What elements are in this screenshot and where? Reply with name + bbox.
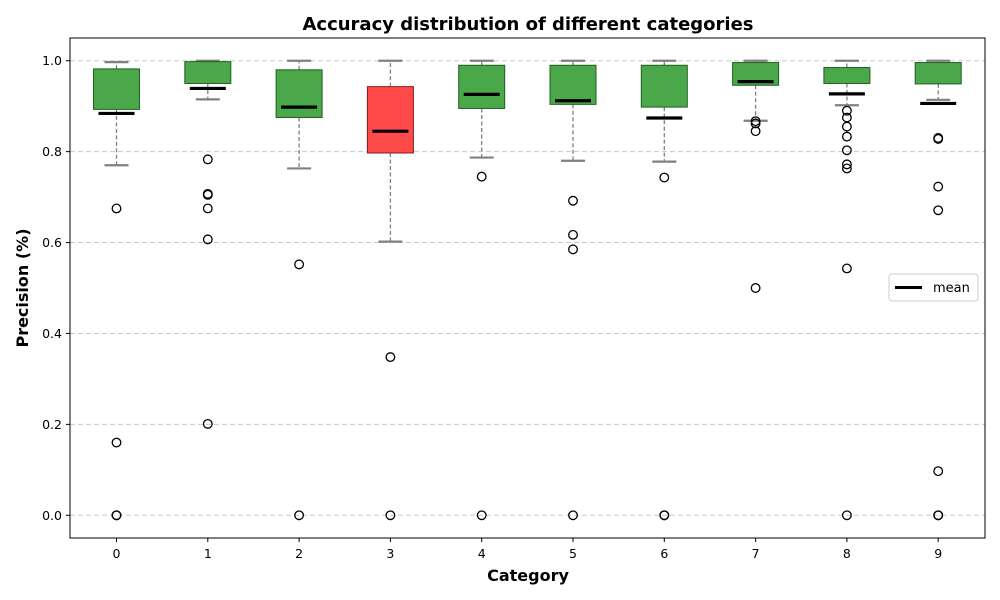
y-tick-label: 0.2 (42, 417, 62, 432)
outlier-point (476, 171, 487, 182)
outlier-point (933, 181, 944, 192)
outlier-point (294, 510, 305, 521)
box-layer (93, 59, 962, 521)
outlier-point (111, 437, 122, 448)
outlier-point (933, 205, 944, 216)
box-group-9 (914, 59, 962, 521)
y-axis-label: Precision (%) (13, 228, 32, 347)
legend-mean-label: mean (933, 281, 970, 296)
box (458, 64, 506, 109)
grid-layer (70, 60, 985, 516)
x-tick-label: 4 (478, 546, 486, 561)
legend-frame (888, 273, 979, 302)
outlier-point (294, 259, 305, 270)
box-group-6 (640, 59, 688, 521)
plot-frame (69, 37, 986, 539)
x-tick-label: 8 (843, 546, 851, 561)
x-tick-label: 7 (752, 546, 760, 561)
box (549, 64, 597, 105)
outlier-point (933, 510, 944, 521)
y-tick-label: 0.4 (42, 326, 62, 341)
box (823, 67, 871, 84)
box-highlighted (366, 86, 414, 154)
x-tick-label: 5 (569, 546, 577, 561)
outlier-point (385, 352, 396, 363)
box (914, 62, 962, 85)
outlier-point (111, 203, 122, 214)
outlier-point (841, 121, 852, 132)
outlier-point (202, 418, 213, 429)
outlier-point (841, 263, 852, 274)
outlier-point (202, 203, 213, 214)
outlier-point (476, 510, 487, 521)
y-tick-label: 0.8 (42, 144, 62, 159)
y-tick-label: 0.0 (42, 508, 62, 523)
box (640, 64, 688, 108)
x-tick-label: 1 (204, 546, 212, 561)
outlier-point (202, 234, 213, 245)
x-tick-label: 2 (295, 546, 303, 561)
x-tick-label: 6 (660, 546, 668, 561)
outlier-point (385, 510, 396, 521)
box-group-5 (549, 59, 597, 521)
box-group-1 (184, 59, 232, 429)
outlier-point (659, 510, 670, 521)
x-tick-label: 0 (113, 546, 121, 561)
chart-title: Accuracy distribution of different categ… (302, 14, 753, 35)
outlier-point (933, 133, 944, 144)
outlier-point (568, 244, 578, 255)
outlier-point (933, 466, 944, 477)
x-tick-label: 9 (934, 546, 942, 561)
outlier-point (568, 229, 578, 240)
outlier-point (202, 189, 213, 200)
outlier-point (111, 510, 122, 521)
box-group-4 (458, 59, 506, 521)
box (184, 61, 232, 84)
outlier-point (202, 154, 213, 165)
outlier-point (750, 283, 761, 293)
axis-layer: 0.0 0.2 0.4 0.6 0.8 1.0 0 1 2 3 4 5 6 7 8 9 (42, 53, 942, 561)
outlier-point (659, 172, 670, 183)
legend: mean (888, 273, 979, 302)
box-group-8 (823, 59, 871, 521)
box (732, 62, 780, 86)
x-axis-label: Category (487, 566, 569, 585)
box-group-2 (275, 59, 323, 521)
x-tick-label: 3 (386, 546, 394, 561)
outlier-point (568, 510, 578, 521)
y-tick-label: 1.0 (42, 53, 62, 68)
outlier-point (841, 131, 852, 142)
outlier-point (841, 510, 852, 521)
y-tick-label: 0.6 (42, 235, 62, 250)
outlier-point (841, 163, 852, 174)
box-group-3 (366, 59, 414, 521)
outlier-point (568, 195, 578, 206)
outlier-point (841, 105, 852, 116)
box (93, 68, 140, 110)
outlier-point (750, 118, 761, 129)
outlier-point (841, 159, 852, 170)
outlier-point (841, 145, 852, 156)
box (275, 69, 323, 119)
outlier-point (750, 126, 761, 137)
box-group-7 (732, 59, 780, 293)
box-group-0 (93, 60, 140, 521)
